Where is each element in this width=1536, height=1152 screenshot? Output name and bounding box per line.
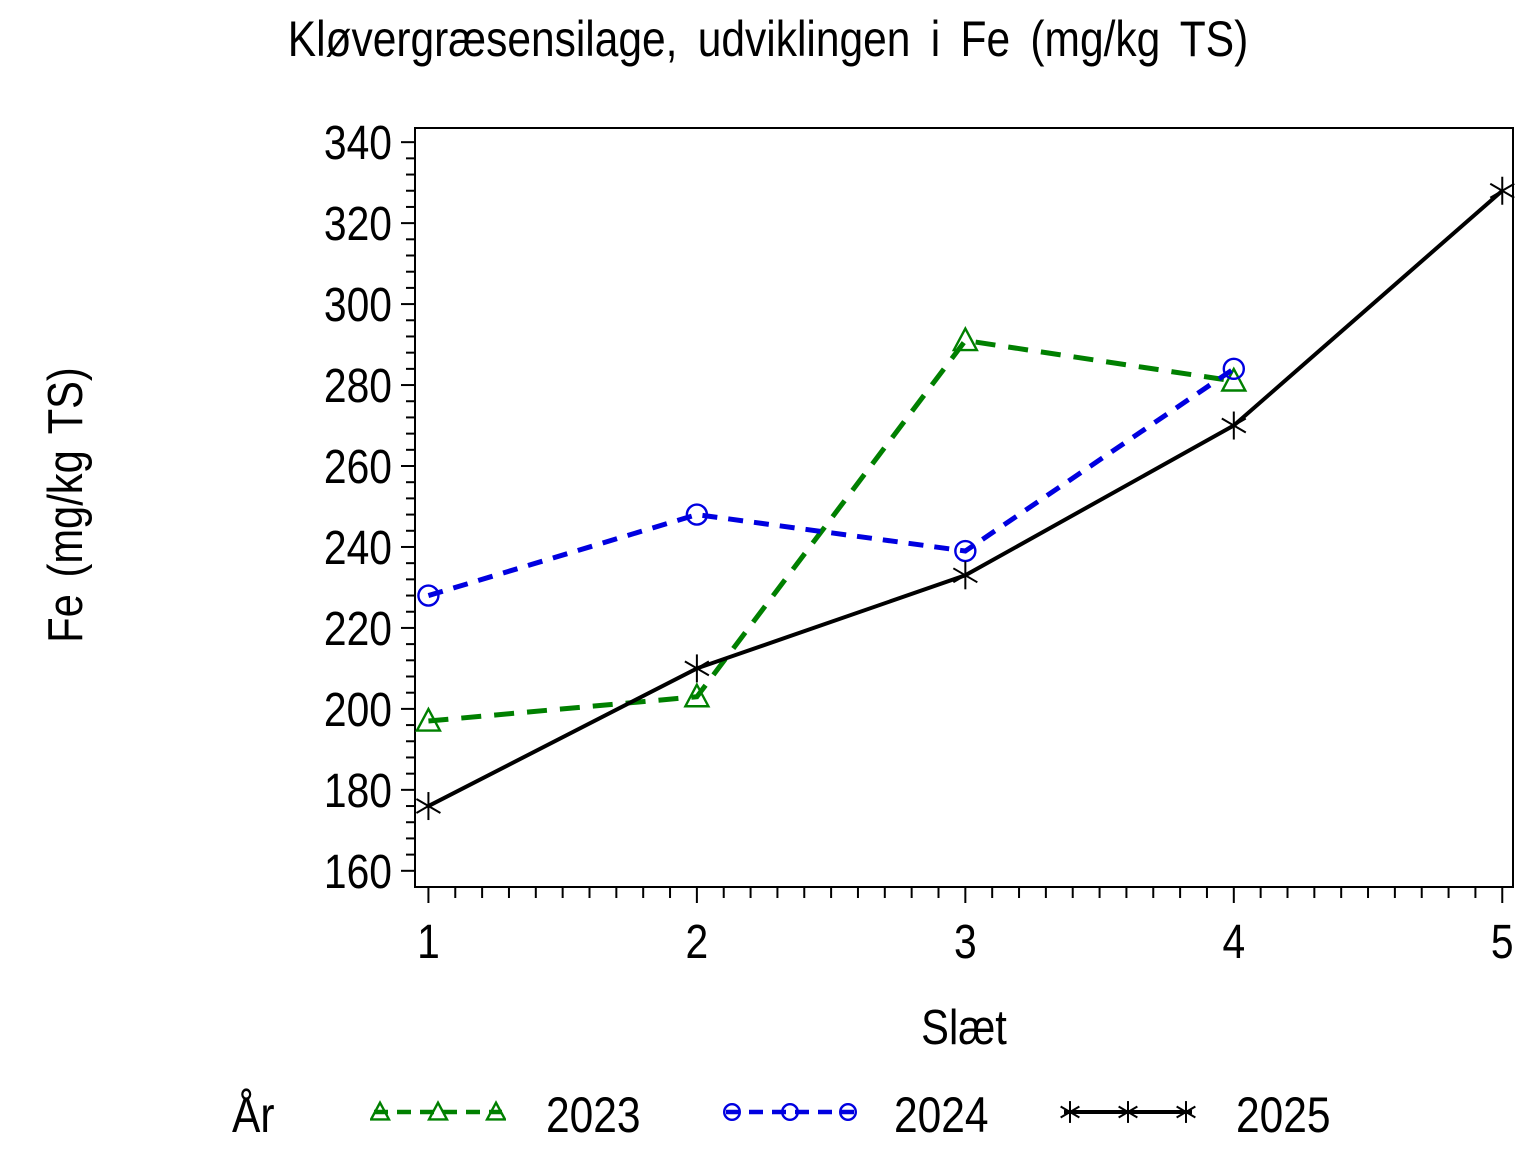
circle-marker xyxy=(838,1102,857,1122)
series-line-2024 xyxy=(427,366,1236,598)
legend-sample-2025 xyxy=(1060,1101,1196,1123)
y-tick-label: 200 xyxy=(324,684,392,737)
x-tick-label: 1 xyxy=(417,916,440,969)
chart-title: Kløvergræsensilage, udviklingen i Fe (mg… xyxy=(287,11,1249,67)
series-line-2023 xyxy=(428,337,1235,724)
asterisk-marker xyxy=(952,561,978,590)
series-line-2025 xyxy=(427,189,1504,808)
series-2023 xyxy=(414,325,1248,732)
asterisk-marker xyxy=(1489,176,1515,205)
y-tick-label: 280 xyxy=(324,360,392,413)
triangle-marker xyxy=(1220,366,1248,392)
triangle-marker xyxy=(370,1100,391,1121)
y-tick-label: 320 xyxy=(324,198,392,251)
legend-label-2023: 2023 xyxy=(546,1087,641,1143)
triangle-marker xyxy=(485,1100,506,1121)
y-tick-label: 340 xyxy=(324,117,392,170)
y-tick-label: 180 xyxy=(324,765,392,818)
legend-label-2025: 2025 xyxy=(1236,1087,1331,1143)
legend-sample-2024 xyxy=(722,1102,857,1122)
asterisk-marker xyxy=(1118,1101,1138,1123)
y-tick-label: 260 xyxy=(324,441,392,494)
triangle-marker xyxy=(951,325,979,352)
triangle-marker xyxy=(414,706,442,732)
asterisk-marker xyxy=(1060,1101,1080,1123)
legend-label-2024: 2024 xyxy=(894,1087,989,1143)
x-axis: 1 2 3 4 5 xyxy=(417,887,1514,969)
y-tick-label: 220 xyxy=(324,603,392,656)
x-tick-label: 4 xyxy=(1222,916,1245,969)
x-axis-label: Slæt xyxy=(921,1001,1007,1055)
circle-marker xyxy=(685,503,709,526)
x-tick-label: 3 xyxy=(954,916,977,969)
triangle-marker xyxy=(683,682,711,708)
x-tick-label: 2 xyxy=(686,916,709,969)
x-tick-label: 5 xyxy=(1491,916,1514,969)
plot-frame xyxy=(414,127,1514,888)
legend-title: År xyxy=(232,1087,275,1143)
series-2024 xyxy=(417,357,1246,607)
legend-sample-2023 xyxy=(370,1100,506,1121)
series-2025 xyxy=(415,176,1515,821)
y-axis-label: Fe (mg/kg TS) xyxy=(39,367,93,643)
y-axis: 160 180 200 220 240 260 280 300 320 340 xyxy=(324,117,415,899)
asterisk-marker xyxy=(1176,1101,1196,1123)
circle-marker xyxy=(1222,357,1246,381)
asterisk-marker xyxy=(684,654,710,683)
circle-marker xyxy=(781,1102,800,1122)
asterisk-marker xyxy=(1221,411,1247,440)
y-tick-label: 300 xyxy=(324,279,392,332)
circle-marker xyxy=(954,539,977,563)
circle-marker xyxy=(722,1102,742,1122)
triangle-marker xyxy=(427,1100,449,1121)
asterisk-marker xyxy=(415,792,441,821)
y-tick-label: 160 xyxy=(324,846,392,899)
circle-marker xyxy=(417,584,440,607)
y-tick-label: 240 xyxy=(324,522,392,575)
